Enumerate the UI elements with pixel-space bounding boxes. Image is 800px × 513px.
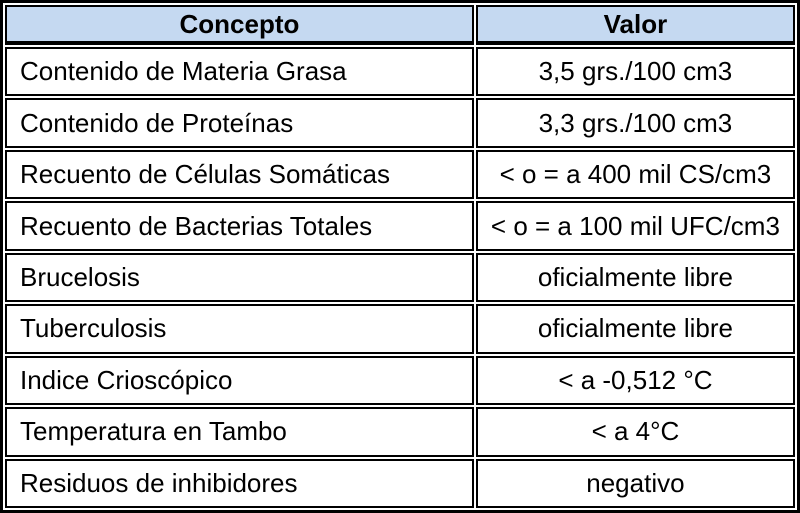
table-row: Temperatura en Tambo < a 4°C (5, 407, 795, 457)
cell-concepto: Recuento de Células Somáticas (5, 149, 474, 200)
cell-concepto: Indice Crioscópico (5, 355, 474, 406)
cell-concepto: Contenido de Proteínas (5, 98, 474, 148)
cell-concepto: Brucelosis (5, 252, 474, 303)
cell-valor: < a -0,512 °C (475, 355, 795, 406)
cell-concepto: Temperatura en Tambo (5, 407, 474, 457)
table-row: Recuento de Células Somáticas < o = a 40… (5, 149, 795, 200)
cell-valor: < o = a 100 mil UFC/cm3 (475, 201, 795, 251)
cell-valor: < a 4°C (475, 407, 795, 457)
cell-valor: 3,5 grs./100 cm3 (475, 47, 795, 97)
cell-valor: oficialmente libre (475, 252, 795, 303)
cell-concepto: Residuos de inhibidores (5, 458, 474, 508)
table-row: Indice Crioscópico < a -0,512 °C (5, 355, 795, 406)
table-row: Residuos de inhibidores negativo (5, 458, 795, 508)
table-row: Brucelosis oficialmente libre (5, 252, 795, 303)
column-header-valor: Valor (475, 5, 795, 45)
column-header-concepto: Concepto (5, 5, 474, 45)
cell-concepto: Tuberculosis (5, 304, 474, 354)
table-row: Contenido de Materia Grasa 3,5 grs./100 … (5, 47, 795, 97)
cell-concepto: Contenido de Materia Grasa (5, 47, 474, 97)
table-row: Contenido de Proteínas 3,3 grs./100 cm3 (5, 98, 795, 148)
cell-valor: 3,3 grs./100 cm3 (475, 98, 795, 148)
cell-valor: < o = a 400 mil CS/cm3 (475, 149, 795, 200)
table-body: Contenido de Materia Grasa 3,5 grs./100 … (5, 47, 795, 508)
table-row: Recuento de Bacterias Totales < o = a 10… (5, 201, 795, 251)
table-row: Tuberculosis oficialmente libre (5, 304, 795, 354)
cell-valor: negativo (475, 458, 795, 508)
cell-concepto: Recuento de Bacterias Totales (5, 201, 474, 251)
table-header-row: Concepto Valor (5, 5, 795, 45)
cell-valor: oficialmente libre (475, 304, 795, 354)
